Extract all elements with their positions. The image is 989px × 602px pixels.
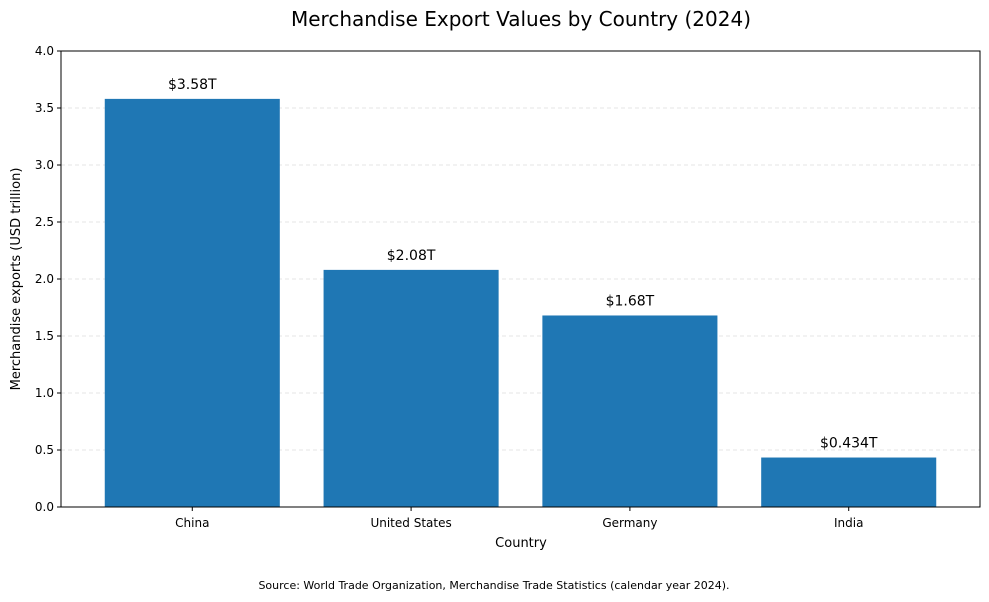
y-tick-label: 1.5 [35, 329, 54, 343]
y-axis-ticks: 0.0 0.5 1.0 1.5 2.0 2.5 3.0 3.5 4.0 [35, 44, 61, 514]
bar-value-label: $1.68T [606, 293, 655, 309]
bar-india [761, 457, 937, 507]
bar-value-label: $3.58T [168, 77, 217, 93]
y-tick-label: 4.0 [35, 44, 54, 58]
source-note: Source: World Trade Organization, Mercha… [258, 579, 729, 592]
y-axis-label: Merchandise exports (USD trillion) [9, 168, 24, 391]
bar-united-states [323, 269, 499, 507]
y-tick-label: 2.5 [35, 215, 54, 229]
y-tick-label: 3.5 [35, 101, 54, 115]
y-tick-label: 0.5 [35, 443, 54, 457]
x-tick-label: United States [370, 516, 451, 530]
chart-title: Merchandise Export Values by Country (20… [291, 7, 751, 31]
y-tick-label: 1.0 [35, 386, 54, 400]
bar-value-label: $0.434T [820, 436, 878, 452]
y-tick-label: 3.0 [35, 158, 54, 172]
x-tick-label: China [175, 516, 209, 530]
x-axis-ticks: China United States Germany India [175, 507, 863, 530]
bar-china [104, 98, 280, 507]
x-tick-label: India [834, 516, 863, 530]
y-tick-label: 0.0 [35, 500, 54, 514]
y-tick-label: 2.0 [35, 272, 54, 286]
grid-lines [61, 107, 980, 451]
bars [104, 98, 937, 507]
x-axis-label: Country [495, 536, 547, 551]
bar-value-labels: $3.58T $2.08T $1.68T $0.434T [168, 77, 878, 452]
bar-germany [542, 315, 718, 507]
x-tick-label: Germany [602, 516, 657, 530]
bar-value-label: $2.08T [387, 248, 436, 264]
